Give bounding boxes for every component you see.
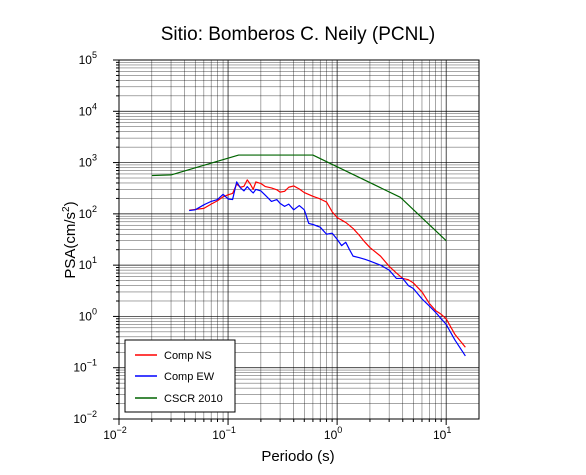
x-tick-label: 100 xyxy=(324,425,342,442)
legend-label-ns: Comp NS xyxy=(164,350,212,362)
y-tick-label: 104 xyxy=(79,101,97,118)
y-axis-label-prefix: PSA(cm/s xyxy=(62,212,79,279)
legend-label-cscr: CSCR 2010 xyxy=(164,393,223,405)
legend-label-ew: Comp EW xyxy=(164,371,215,383)
y-tick-label: 101 xyxy=(79,255,97,272)
y-axis-label-suffix: ) xyxy=(62,201,79,206)
series-line-comp-ew xyxy=(189,181,466,357)
y-tick-label: 10−2 xyxy=(73,409,97,426)
grid xyxy=(119,60,479,419)
x-tick-label: 10−1 xyxy=(212,425,236,442)
series-line-comp-ns xyxy=(189,179,466,348)
y-axis-label-exponent: 2 xyxy=(61,206,72,212)
chart-title: Sitio: Bomberos C. Neily (PCNL) xyxy=(161,24,436,45)
legend: Comp NS Comp EW CSCR 2010 xyxy=(124,339,236,413)
series-line-cscr-2010 xyxy=(151,154,447,242)
series-group xyxy=(151,154,466,357)
y-tick-label: 103 xyxy=(79,153,97,170)
y-tick-label: 102 xyxy=(79,204,97,221)
x-tick-label: 101 xyxy=(433,425,451,442)
x-tick-label: 10−2 xyxy=(103,425,127,442)
y-tick-label: 100 xyxy=(79,306,97,323)
y-axis-label: PSA(cm/s2) xyxy=(61,201,79,278)
x-axis-label: Periodo (s) xyxy=(261,448,334,465)
y-tick-label: 105 xyxy=(79,50,97,67)
y-tick-label: 10−1 xyxy=(73,358,97,375)
axis-ticks: 10−2 10−1 100 101 10−2 10−1 100 101 102 103 104 105 xyxy=(73,50,451,442)
plot-frame xyxy=(118,59,480,420)
